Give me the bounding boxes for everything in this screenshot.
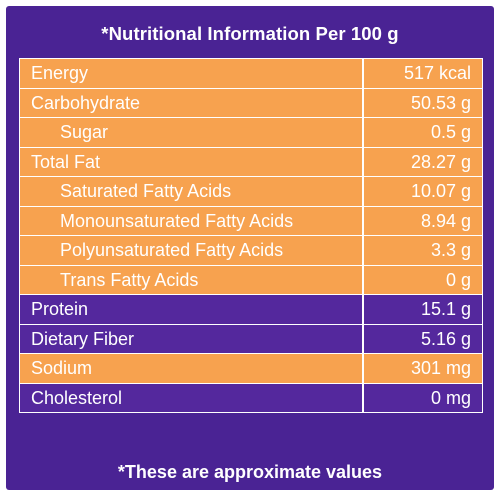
column-divider	[362, 118, 364, 147]
nutrient-row: Energy 517 kcal	[19, 58, 483, 88]
nutrient-label: Trans Fatty Acids	[60, 269, 199, 290]
nutrient-row: Protein 15.1 g	[19, 294, 483, 324]
column-divider	[362, 206, 364, 235]
nutrient-value: 8.94 g	[420, 210, 471, 231]
column-divider	[362, 147, 364, 176]
nutrient-row: Cholesterol 0 mg	[19, 382, 483, 413]
nutrient-value: 10.07 g	[410, 181, 471, 202]
column-divider	[362, 324, 364, 353]
nutrient-value: 15.1 g	[420, 299, 471, 320]
nutrient-label: Carbohydrate	[31, 92, 141, 113]
nutrient-value: 50.53 g	[410, 92, 471, 113]
nutrient-row: Carbohydrate 50.53 g	[19, 87, 483, 117]
nutrient-label: Dietary Fiber	[31, 328, 135, 349]
nutrient-label: Cholesterol	[31, 387, 123, 408]
nutrient-label: Polyunsaturated Fatty Acids	[60, 240, 284, 261]
column-divider	[362, 354, 364, 383]
column-divider	[362, 88, 364, 117]
nutrient-value: 28.27 g	[410, 151, 471, 172]
nutrient-label: Energy	[31, 63, 89, 84]
nutrient-row: Polyunsaturated Fatty Acids 3.3 g	[19, 235, 483, 265]
nutrient-label: Total Fat	[31, 151, 101, 172]
nutrient-value: 517 kcal	[403, 63, 471, 84]
column-divider	[362, 383, 364, 412]
nutrient-value: 5.16 g	[420, 328, 471, 349]
nutrient-label: Saturated Fatty Acids	[60, 181, 232, 202]
nutrient-label: Protein	[31, 299, 89, 320]
nutrient-row: Trans Fatty Acids 0 g	[19, 264, 483, 294]
column-divider	[362, 236, 364, 265]
nutrient-label: Monounsaturated Fatty Acids	[60, 210, 294, 231]
column-divider	[362, 177, 364, 206]
column-divider	[362, 59, 364, 88]
disclaimer-footer: *These are approximate values	[117, 462, 383, 482]
nutrient-row: Dietary Fiber 5.16 g	[19, 323, 483, 353]
nutrient-label: Sugar	[60, 122, 109, 143]
nutrient-row: Total Fat 28.27 g	[19, 146, 483, 176]
nutrient-row: Sugar 0.5 g	[19, 117, 483, 147]
nutrient-label: Sodium	[31, 358, 93, 379]
nutrient-row: Sodium 301 mg	[19, 353, 483, 383]
nutrient-row: Monounsaturated Fatty Acids 8.94 g	[19, 205, 483, 235]
column-divider	[362, 295, 364, 324]
nutrition-table: Energy 517 kcal Carbohydrate 50.53 g Sugar 0.…	[19, 58, 483, 413]
nutrition-panel: *Nutritional Information Per 100 g Energ…	[6, 6, 494, 490]
nutrient-row: Saturated Fatty Acids 10.07 g	[19, 176, 483, 206]
column-divider	[362, 265, 364, 294]
nutrient-value: 0.5 g	[430, 122, 471, 143]
nutrient-value: 0 g	[445, 269, 471, 290]
nutrient-value: 0 mg	[430, 387, 471, 408]
nutrient-value: 301 mg	[410, 358, 471, 379]
nutrient-value: 3.3 g	[430, 240, 471, 261]
nutrition-title: *Nutritional Information Per 100 g	[101, 23, 399, 44]
